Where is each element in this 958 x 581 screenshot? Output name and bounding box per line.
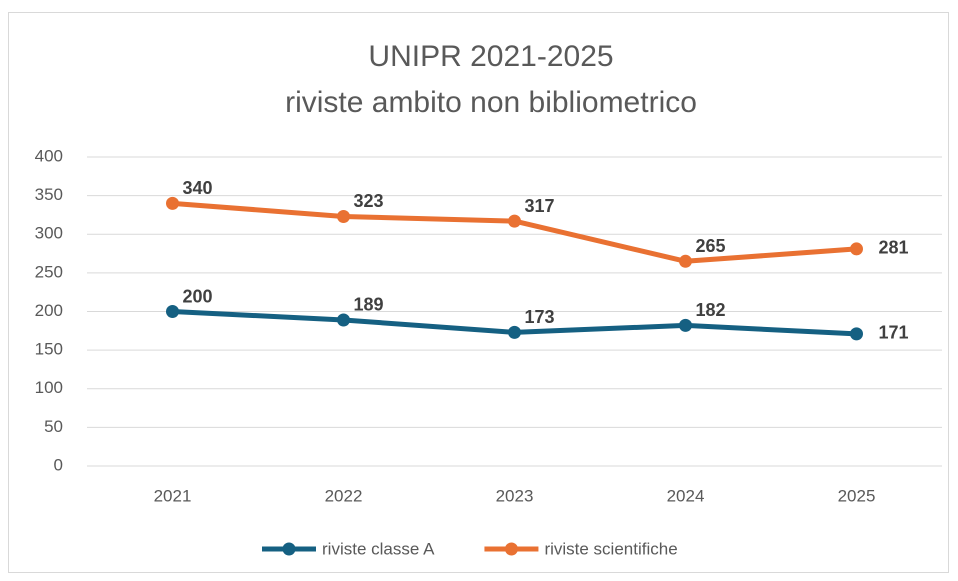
point (508, 325, 521, 339)
data-label: 173 (525, 307, 555, 327)
x-tick-label: 2025 (838, 486, 876, 505)
y-tick-label: 100 (35, 378, 63, 397)
legend-label: riviste classe A (322, 539, 435, 558)
y-tick-label: 50 (44, 417, 63, 436)
data-label: 265 (696, 236, 726, 256)
y-tick-label: 300 (35, 224, 63, 243)
y-tick-label: 200 (35, 301, 63, 320)
chart-title: UNIPR 2021-2025 (368, 40, 613, 73)
data-label: 182 (696, 300, 726, 320)
data-label: 281 (879, 238, 909, 258)
y-tick-label: 350 (35, 185, 63, 204)
data-label: 340 (183, 178, 213, 198)
point (337, 313, 350, 327)
point (166, 196, 179, 210)
point (166, 305, 179, 318)
data-label: 317 (525, 196, 555, 216)
point (508, 214, 521, 228)
y-tick-label: 400 (35, 146, 63, 165)
legend-label: riviste scientifiche (544, 539, 677, 558)
point (679, 254, 692, 268)
data-label: 200 (183, 286, 213, 306)
data-label: 171 (879, 323, 909, 343)
data-label: 323 (354, 191, 384, 211)
point (850, 242, 863, 256)
x-tick-label: 2022 (325, 486, 363, 505)
data-label: 189 (354, 295, 384, 315)
chart-frame (8, 12, 949, 573)
point (337, 209, 350, 223)
y-tick-label: 150 (35, 340, 63, 359)
legend-marker (504, 542, 518, 556)
y-tick-label: 0 (54, 455, 63, 474)
y-tick-label: 250 (35, 262, 63, 281)
legend-marker (282, 542, 296, 556)
chart-subtitle: riviste ambito non bibliometrico (285, 86, 697, 119)
point (679, 318, 692, 332)
x-tick-label: 2024 (667, 486, 705, 505)
x-tick-label: 2023 (496, 486, 534, 505)
point (850, 327, 863, 341)
x-tick-label: 2021 (154, 486, 192, 505)
